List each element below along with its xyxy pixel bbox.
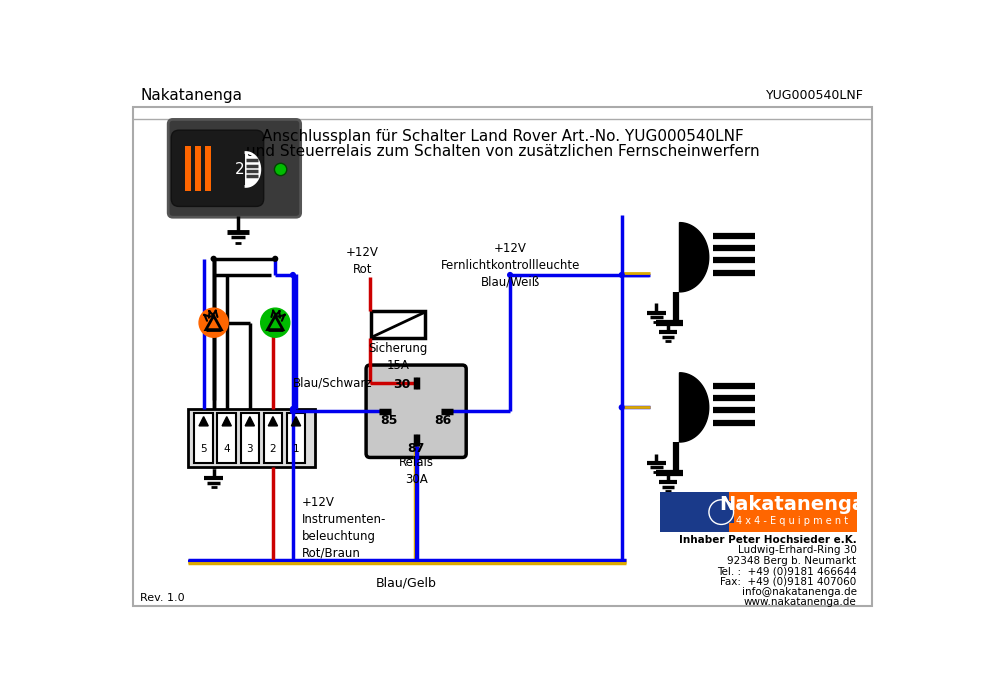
Circle shape bbox=[211, 256, 217, 262]
Polygon shape bbox=[245, 416, 254, 426]
FancyBboxPatch shape bbox=[366, 365, 466, 458]
Text: info@nakatanenga.de: info@nakatanenga.de bbox=[742, 587, 856, 597]
Bar bbox=[372, 311, 426, 338]
Text: Ludwig-Erhard-Ring 30: Ludwig-Erhard-Ring 30 bbox=[738, 545, 856, 555]
Text: 85: 85 bbox=[381, 414, 398, 427]
Bar bbox=[194, 413, 213, 463]
Polygon shape bbox=[680, 372, 708, 442]
Text: www.nakatanenga.de: www.nakatanenga.de bbox=[744, 597, 856, 607]
Text: Nakatanenga: Nakatanenga bbox=[140, 88, 242, 103]
Bar bbox=[218, 413, 236, 463]
Text: +12V
Rot: +12V Rot bbox=[345, 246, 379, 276]
Polygon shape bbox=[222, 416, 232, 426]
Text: Rev. 1.0: Rev. 1.0 bbox=[140, 594, 185, 603]
FancyBboxPatch shape bbox=[168, 120, 300, 217]
Text: Blau/Gelb: Blau/Gelb bbox=[376, 577, 437, 590]
Text: 4 x 4 - E q u i p m e n t: 4 x 4 - E q u i p m e n t bbox=[736, 516, 848, 526]
Text: Nakatanenga: Nakatanenga bbox=[719, 495, 865, 514]
Text: Blau/Schwarz: Blau/Schwarz bbox=[293, 377, 373, 389]
Text: +12V
Instrumenten-
beleuchtung
Rot/Braun: +12V Instrumenten- beleuchtung Rot/Braun bbox=[302, 496, 387, 560]
Text: Anschlussplan für Schalter Land Rover Art.-No. YUG000540LNF: Anschlussplan für Schalter Land Rover Ar… bbox=[262, 129, 744, 144]
Polygon shape bbox=[268, 416, 278, 426]
Circle shape bbox=[200, 309, 228, 337]
Circle shape bbox=[289, 406, 296, 412]
Circle shape bbox=[507, 272, 513, 278]
Bar bbox=[729, 492, 856, 532]
Polygon shape bbox=[680, 223, 708, 292]
Text: und Steuerrelais zum Schalten von zusätzlichen Fernscheinwerfern: und Steuerrelais zum Schalten von zusätz… bbox=[245, 144, 759, 160]
Text: Sicherung
15A: Sicherung 15A bbox=[369, 342, 428, 372]
Text: 86: 86 bbox=[435, 414, 451, 427]
Polygon shape bbox=[291, 416, 300, 426]
Circle shape bbox=[619, 405, 625, 410]
Text: 87: 87 bbox=[407, 442, 425, 456]
Text: 30: 30 bbox=[393, 378, 411, 391]
Bar bbox=[286, 413, 305, 463]
Polygon shape bbox=[710, 501, 734, 523]
Bar bbox=[205, 146, 211, 191]
Circle shape bbox=[272, 256, 279, 262]
FancyBboxPatch shape bbox=[172, 130, 264, 206]
Circle shape bbox=[275, 163, 286, 176]
Bar bbox=[195, 146, 201, 191]
Circle shape bbox=[261, 309, 289, 337]
Circle shape bbox=[289, 408, 296, 414]
Text: 3: 3 bbox=[246, 444, 253, 454]
Text: 2: 2 bbox=[235, 162, 244, 177]
Bar bbox=[240, 413, 259, 463]
Polygon shape bbox=[246, 153, 260, 186]
Polygon shape bbox=[199, 416, 208, 426]
Text: +12V
Fernlichtkontrollleuchte
Blau/Weiß: +12V Fernlichtkontrollleuchte Blau/Weiß bbox=[440, 242, 580, 289]
Text: Inhaber Peter Hochsieder e.K.: Inhaber Peter Hochsieder e.K. bbox=[679, 535, 856, 545]
Circle shape bbox=[709, 500, 734, 524]
Text: 4: 4 bbox=[224, 444, 230, 454]
Text: Tel. :  +49 (0)9181 466644: Tel. : +49 (0)9181 466644 bbox=[717, 566, 856, 576]
Bar bbox=[264, 413, 283, 463]
Text: 1: 1 bbox=[292, 444, 299, 454]
Text: 92348 Berg b. Neumarkt: 92348 Berg b. Neumarkt bbox=[728, 556, 856, 566]
Circle shape bbox=[289, 272, 296, 278]
Text: YUG000540LNF: YUG000540LNF bbox=[766, 89, 864, 102]
Text: Relais
30A: Relais 30A bbox=[398, 456, 434, 486]
Bar bbox=[188, 409, 315, 467]
Bar bbox=[660, 492, 729, 532]
Text: 2: 2 bbox=[270, 444, 277, 454]
Circle shape bbox=[619, 272, 625, 278]
Text: Fax:  +49 (0)9181 407060: Fax: +49 (0)9181 407060 bbox=[720, 576, 856, 587]
Text: 5: 5 bbox=[200, 444, 207, 454]
Bar bbox=[185, 146, 191, 191]
